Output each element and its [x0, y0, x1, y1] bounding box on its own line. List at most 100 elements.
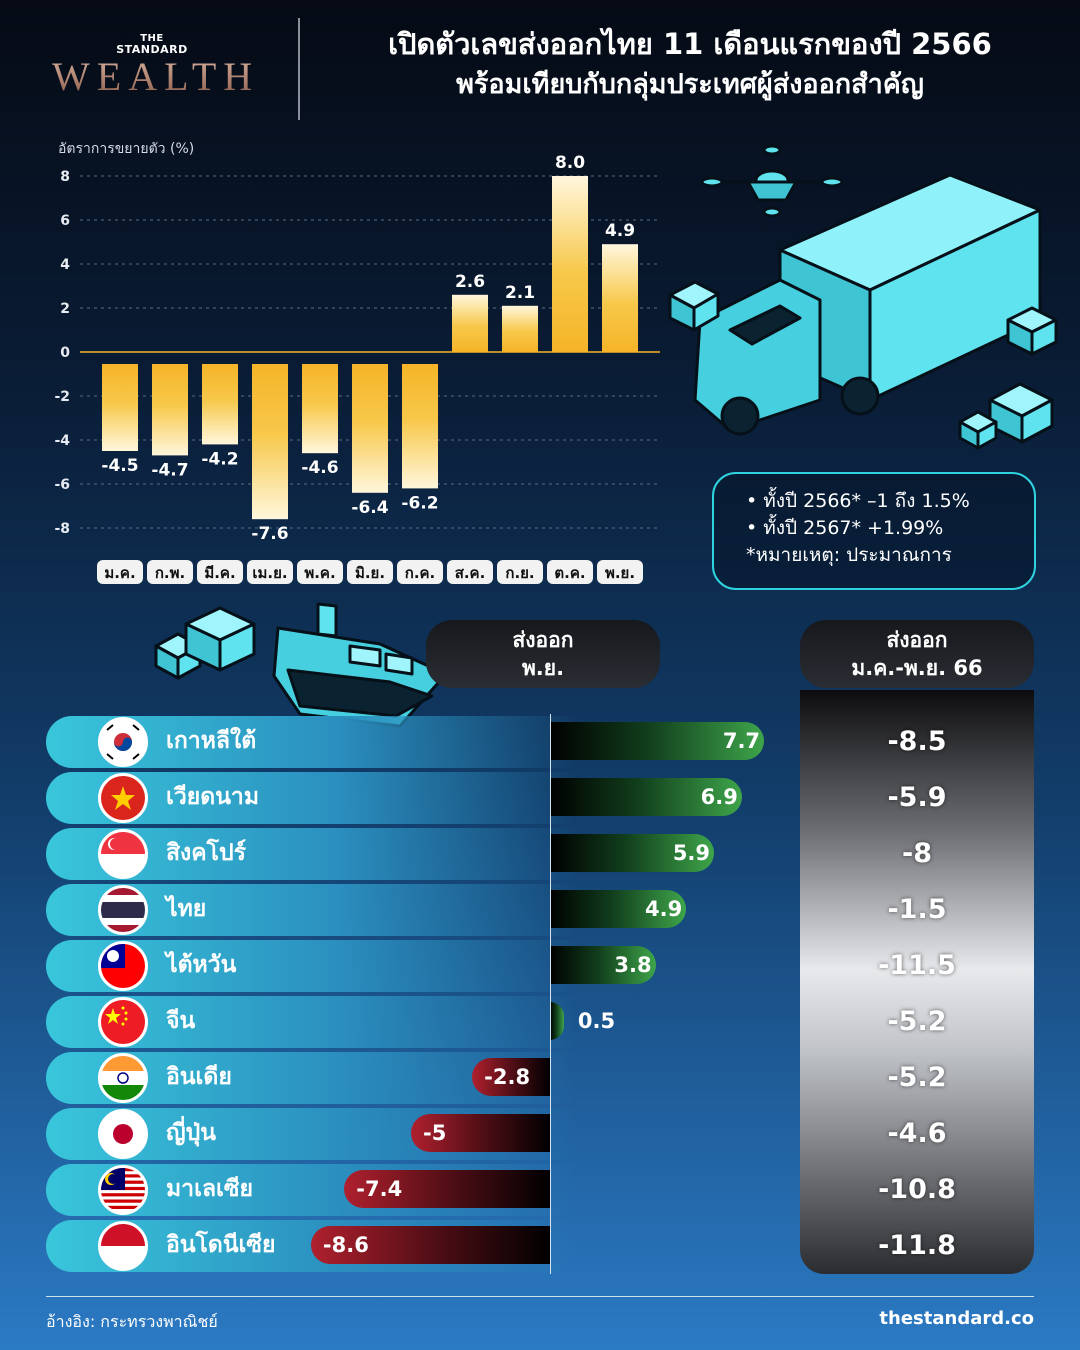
- country-name: ญี่ปุ่น: [166, 1120, 216, 1146]
- country-row: เวียดนาม 6.9 -5.9: [46, 772, 1046, 824]
- header-ytd-line2: ม.ค.-พ.ย. 66: [851, 656, 983, 680]
- singapore-flag-icon: [98, 829, 148, 879]
- country-row: เกาหลีใต้ 7.7 -8.5: [46, 716, 1046, 768]
- header-nov-exports: ส่งออก พ.ย.: [426, 620, 660, 688]
- y-tick-label: -6: [54, 477, 70, 493]
- month-bar: [402, 364, 438, 489]
- country-row: ญี่ปุ่น -5 -4.6: [46, 1108, 1046, 1160]
- country-row: ไต้หวัน 3.8 -11.5: [46, 940, 1046, 992]
- taiwan-flag-icon: [98, 941, 148, 991]
- brand-standard: STANDARD: [116, 43, 188, 56]
- country-row: อินเดีย -2.8 -5.2: [46, 1052, 1046, 1104]
- month-pill: [497, 560, 543, 584]
- y-tick-label: 8: [60, 169, 70, 185]
- page-title: เปิดตัวเลขส่งออกไทย 11 เดือนแรกของปี 256…: [388, 27, 992, 61]
- country-name: มาเลเซีย: [166, 1176, 253, 1202]
- ytd-export-value: -10.8: [878, 1174, 956, 1205]
- month-label: มิ.ย.: [355, 564, 385, 582]
- site-link[interactable]: thestandard.co: [879, 1308, 1034, 1329]
- y-tick-label: 4: [60, 257, 70, 273]
- bar-value-label: 2.1: [505, 283, 535, 303]
- nov-export-bar: [550, 946, 656, 984]
- note-2566: • ทั้งปี 2566* –1 ถึง 1.5%: [746, 490, 970, 512]
- month-pill: [147, 560, 193, 584]
- country-chart-zero-line: [550, 714, 551, 1274]
- month-label: ก.ย.: [505, 564, 534, 582]
- month-pill: [97, 560, 143, 584]
- y-tick-label: 0: [60, 345, 70, 361]
- ytd-export-value: -8.5: [887, 726, 947, 757]
- ytd-export-value: -4.6: [887, 1118, 947, 1149]
- y-tick-label: -8: [54, 521, 70, 537]
- month-bar: [352, 364, 388, 493]
- brand-logo: THE STANDARD WEALTH: [52, 34, 252, 99]
- header-nov-line1: ส่งออก: [512, 628, 574, 652]
- month-pill: [297, 560, 343, 584]
- nov-export-bar: [550, 722, 765, 760]
- source-note: อ้างอิง: กระทรวงพาณิชย์: [46, 1312, 218, 1331]
- country-row: มาเลเซีย -7.4 -10.8: [46, 1164, 1046, 1216]
- nov-export-value: -5: [423, 1121, 447, 1145]
- ytd-export-value: -5.2: [887, 1062, 947, 1093]
- ytd-column-panel: [800, 690, 1034, 1274]
- month-pill: [197, 560, 243, 584]
- china-flag-icon: [98, 997, 148, 1047]
- month-bar: [302, 364, 338, 454]
- month-bar: [102, 364, 138, 451]
- bar-value-label: 8.0: [555, 153, 585, 173]
- nov-export-value: -7.4: [356, 1177, 403, 1201]
- month-pill: [547, 560, 593, 584]
- month-bar: [452, 294, 488, 352]
- page-subtitle: พร้อมเทียบกับกลุ่มประเทศผู้ส่งออกสำคัญ: [456, 69, 924, 100]
- bar-value-label: -6.2: [401, 493, 438, 513]
- month-pill: [347, 560, 393, 584]
- month-pill: [597, 560, 643, 584]
- country-name: เวียดนาม: [166, 784, 259, 810]
- malaysia-flag-icon: [98, 1165, 148, 1215]
- country-name: เกาหลีใต้: [166, 728, 257, 754]
- month-label: ม.ค.: [104, 564, 135, 582]
- nov-export-value: -8.6: [322, 1233, 369, 1257]
- bar-value-label: -7.6: [251, 524, 288, 544]
- header-ytd-exports: ส่งออก ม.ค.-พ.ย. 66: [800, 620, 1034, 688]
- month-label: ก.พ.: [155, 564, 185, 582]
- country-name: สิงคโปร์: [166, 840, 246, 866]
- month-label: เม.ย.: [252, 564, 287, 582]
- ytd-export-value: -5.2: [887, 1006, 947, 1037]
- monthly-growth-chart: 8 6 4 2 0 -2 -4 -6 -8 -4.5 -4.7 -4.2 -7.6 -4.6 -6.4 -6…: [54, 153, 660, 584]
- india-flag-icon: [98, 1053, 148, 1103]
- nov-export-bar: [550, 890, 687, 928]
- country-name: จีน: [166, 1008, 196, 1034]
- nov-export-value: 0.5: [577, 1009, 616, 1033]
- month-bar: [502, 305, 538, 352]
- country-name: ไทย: [166, 896, 207, 922]
- korea-flag-icon: [98, 717, 148, 767]
- y-tick-label: -4: [54, 433, 70, 449]
- bar-value-label: -6.4: [351, 498, 388, 518]
- bar-value-label: -4.6: [301, 458, 338, 478]
- nov-export-value: 3.8: [614, 953, 652, 977]
- ytd-export-value: -11.8: [878, 1230, 956, 1261]
- month-label: ก.ค.: [405, 564, 436, 582]
- note-remark: *หมายเหตุ: ประมาณการ: [746, 544, 952, 566]
- country-row: จีน 0.5 -5.2: [46, 996, 1046, 1048]
- y-tick-label: 6: [60, 213, 70, 229]
- nov-export-value: 6.9: [700, 785, 738, 809]
- country-row: อินโดนีเซีย -8.6 -11.8: [46, 1220, 1046, 1272]
- nov-export-value: 5.9: [672, 841, 711, 865]
- nov-export-bar: [550, 1002, 564, 1040]
- y-tick-label: 2: [60, 301, 70, 317]
- note-2567: • ทั้งปี 2567* +1.99%: [746, 517, 944, 539]
- thailand-flag-icon: [98, 885, 148, 935]
- forecast-note-box: • ทั้งปี 2566* –1 ถึง 1.5% • ทั้งปี 2567…: [712, 472, 1036, 590]
- country-row: สิงคโปร์ 5.9 -8: [46, 828, 1046, 880]
- month-label: ต.ค.: [554, 564, 585, 582]
- ytd-export-value: -1.5: [887, 894, 947, 925]
- bar-value-label: -4.5: [101, 456, 138, 476]
- brand-wealth: WEALTH: [52, 54, 260, 99]
- ytd-export-value: -8: [902, 838, 932, 869]
- country-name: อินโดนีเซีย: [166, 1232, 276, 1258]
- nov-export-bar: [550, 834, 715, 872]
- month-bar: [202, 364, 238, 445]
- footer-divider: [46, 1296, 1034, 1297]
